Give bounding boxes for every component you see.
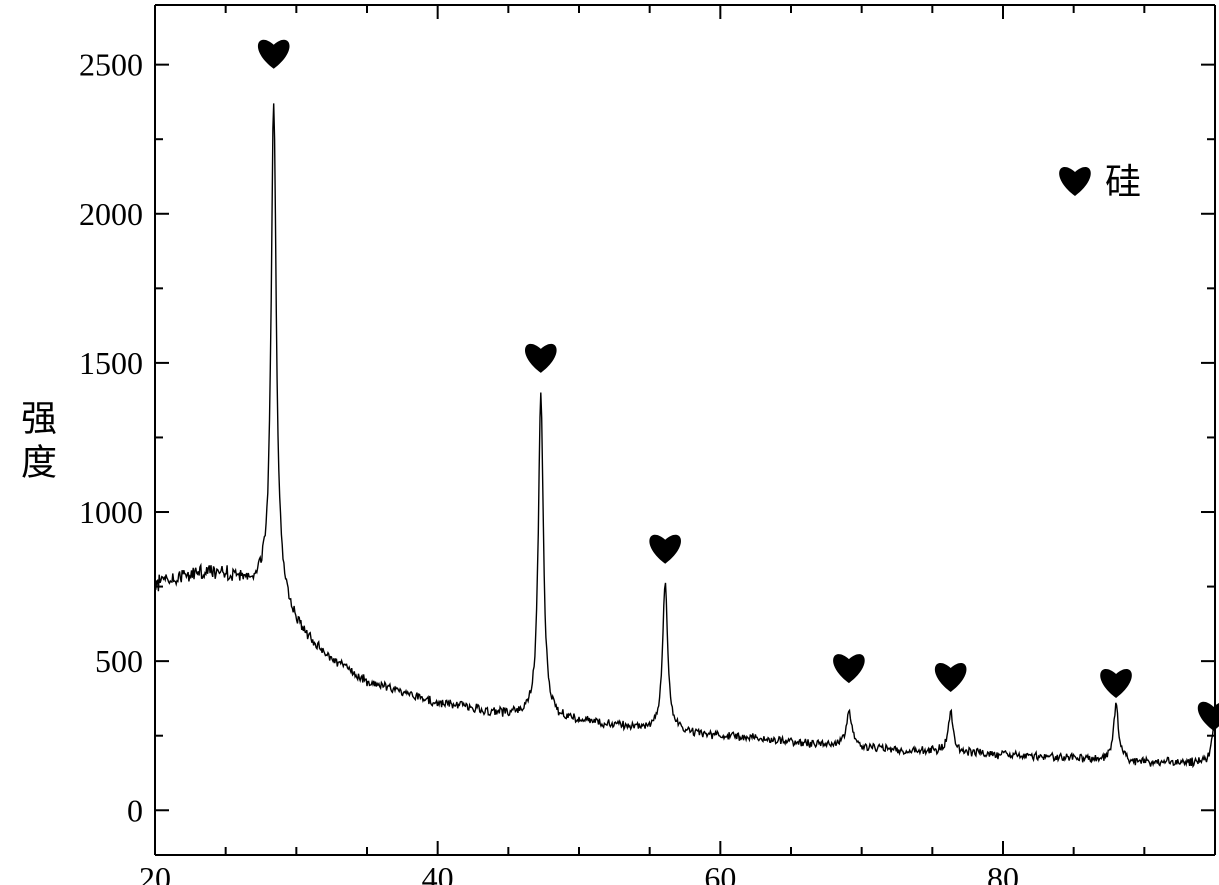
xrd-chart: 强度 0 500 1000 1500 2000 2500 20 40 60 80 硅 bbox=[0, 0, 1219, 885]
y-axis-label: 强度 bbox=[10, 399, 62, 487]
plot-svg: 0 500 1000 1500 2000 2500 20 40 60 80 硅 bbox=[0, 0, 1219, 885]
svg-text:硅: 硅 bbox=[1105, 162, 1141, 202]
svg-text:1500: 1500 bbox=[79, 345, 143, 381]
svg-text:2000: 2000 bbox=[79, 196, 143, 232]
svg-text:1000: 1000 bbox=[79, 494, 143, 530]
svg-text:20: 20 bbox=[139, 860, 171, 885]
svg-text:2500: 2500 bbox=[79, 47, 143, 83]
svg-text:0: 0 bbox=[127, 792, 143, 828]
svg-text:80: 80 bbox=[987, 860, 1019, 885]
svg-text:60: 60 bbox=[704, 860, 736, 885]
svg-text:40: 40 bbox=[422, 860, 454, 885]
svg-text:500: 500 bbox=[95, 643, 143, 679]
